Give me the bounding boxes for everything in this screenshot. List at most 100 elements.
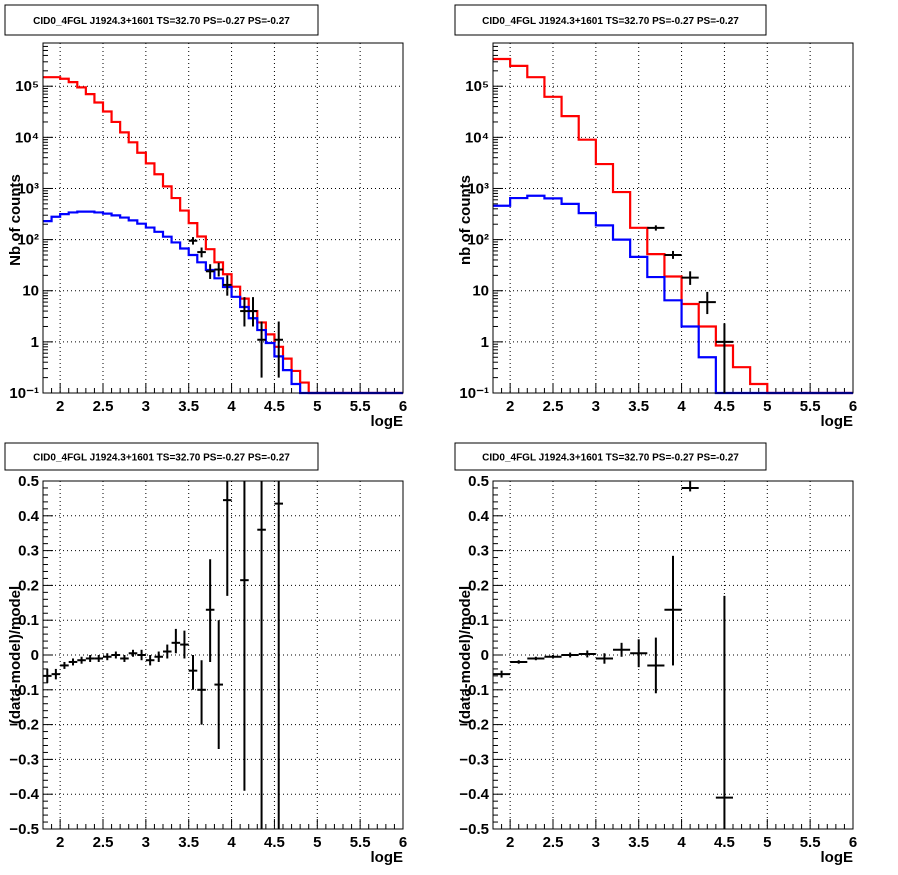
data-point xyxy=(197,247,206,258)
plot-area xyxy=(493,43,853,393)
histogram-series-1 xyxy=(43,76,403,395)
data-point xyxy=(103,653,112,661)
data-point xyxy=(214,620,223,749)
x-tick-label: 2.5 xyxy=(543,834,564,851)
data-point xyxy=(664,250,682,259)
y-tick-label: −0.3 xyxy=(9,751,39,768)
data-point xyxy=(715,323,733,393)
y-tick-label: 1 xyxy=(481,334,489,351)
y-tick-label: −0.4 xyxy=(459,786,489,803)
y-tick-label: 0.3 xyxy=(468,543,489,560)
chart-title: CID0_4FGL J1924.3+1601 TS=32.70 PS=-0.27… xyxy=(33,16,290,27)
chart-title: CID0_4FGL J1924.3+1601 TS=32.70 PS=-0.27… xyxy=(33,453,290,464)
x-tick-label: 3 xyxy=(592,834,600,851)
x-tick-label: 2.5 xyxy=(93,834,114,851)
x-tick-label: 5.5 xyxy=(350,834,371,851)
data-point xyxy=(561,652,579,658)
y-tick-label: 10 xyxy=(22,283,39,300)
data-point xyxy=(715,595,733,829)
x-axis-title: logE xyxy=(821,849,854,866)
data-point xyxy=(257,321,266,378)
x-tick-label: 6 xyxy=(849,398,857,415)
data-point xyxy=(163,644,172,659)
data-point xyxy=(145,655,155,666)
y-tick-label: 10⁻¹ xyxy=(459,385,489,402)
data-point xyxy=(257,481,266,829)
x-tick-label: 4.5 xyxy=(714,398,735,415)
chart-panel-1: 2 2.5 3 3.5 4 4.5 5 5.5 6 10⁻¹ 1 10 10² 10³ 10⁴ 10⁵ logE… xyxy=(4,4,407,430)
data-point xyxy=(630,639,648,668)
x-tick-label: 3.5 xyxy=(628,398,649,415)
y-tick-label: −0.3 xyxy=(459,751,489,768)
data-point xyxy=(188,655,198,690)
y-tick-label: 10⁵ xyxy=(465,78,489,95)
y-axis-title: (data-model)/model xyxy=(457,586,474,724)
data-point xyxy=(60,661,69,669)
y-tick-label: 0 xyxy=(31,647,39,664)
plot-frame xyxy=(492,42,854,394)
title-box xyxy=(454,4,767,36)
data-point xyxy=(510,660,528,664)
y-tick-label: 0.2 xyxy=(468,577,489,594)
plot-frame xyxy=(492,480,854,830)
y-axis-title: (data-model)/model xyxy=(7,586,24,724)
plot-frame xyxy=(42,480,404,830)
data-point xyxy=(681,271,699,285)
plot-frame xyxy=(42,42,404,394)
x-tick-label: 4 xyxy=(227,398,236,415)
y-tick-label: 0 xyxy=(481,647,489,664)
x-tick-label: 5 xyxy=(763,834,771,851)
data-point xyxy=(205,559,215,662)
y-axis-title: nb of counts xyxy=(457,175,474,265)
data-point xyxy=(188,237,198,245)
data-point xyxy=(493,670,511,678)
chart-panel-3: 2 2.5 3 3.5 4 4.5 5 5.5 6 −0.5 −0.4 −0.3 −0.2 −0.1 0 0.… xyxy=(4,442,407,866)
x-axis-title: logE xyxy=(371,413,404,430)
data-point xyxy=(197,660,206,725)
data-point xyxy=(77,656,86,664)
x-tick-label: 4.5 xyxy=(714,834,735,851)
y-tick-label: 10⁴ xyxy=(15,129,39,146)
data-point xyxy=(613,642,631,657)
data-point xyxy=(248,297,258,327)
x-tick-label: 3 xyxy=(142,398,150,415)
y-tick-label: 10³ xyxy=(17,180,39,197)
data-point xyxy=(154,651,163,662)
data-point xyxy=(274,321,283,378)
x-tick-label: 4.5 xyxy=(264,398,285,415)
y-tick-label: 0.4 xyxy=(468,508,490,525)
y-tick-label: 0.5 xyxy=(18,473,39,490)
data-point xyxy=(578,650,596,658)
data-point xyxy=(43,668,52,683)
data-point xyxy=(214,262,223,277)
x-tick-label: 2 xyxy=(56,398,64,415)
data-point xyxy=(544,655,562,659)
y-tick-label: 10 xyxy=(472,283,489,300)
y-tick-label: 0.3 xyxy=(18,543,39,560)
y-tick-label: −0.1 xyxy=(459,682,489,699)
x-axis-title: logE xyxy=(371,849,404,866)
y-tick-label: −0.5 xyxy=(9,821,39,838)
x-tick-label: 2 xyxy=(506,398,514,415)
data-point xyxy=(223,275,232,296)
data-point xyxy=(595,653,613,664)
x-tick-label: 4 xyxy=(677,834,686,851)
data-point xyxy=(137,649,146,661)
x-tick-label: 3 xyxy=(592,398,600,415)
data-point xyxy=(85,655,95,662)
title-box xyxy=(454,442,767,471)
y-tick-label: 10³ xyxy=(467,180,489,197)
data-point xyxy=(94,655,103,662)
data-point xyxy=(274,481,283,829)
x-tick-label: 4 xyxy=(677,398,686,415)
y-tick-label: 10² xyxy=(17,232,39,249)
x-tick-label: 5.5 xyxy=(800,398,821,415)
y-tick-label: 10⁻¹ xyxy=(9,385,39,402)
x-tick-label: 5.5 xyxy=(350,398,371,415)
title-box xyxy=(4,4,319,36)
x-tick-label: 6 xyxy=(849,834,857,851)
data-point xyxy=(664,555,682,666)
y-axis-title: Nb of counts xyxy=(7,174,24,266)
x-tick-label: 2.5 xyxy=(543,398,564,415)
